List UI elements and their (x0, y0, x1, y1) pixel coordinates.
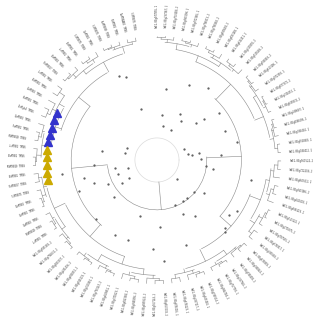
Text: PhMYB27 TRNS: PhMYB27 TRNS (9, 182, 27, 189)
Text: SmE1.00g624411.1: SmE1.00g624411.1 (232, 31, 249, 53)
Text: SmE1.00g180412.1: SmE1.00g180412.1 (289, 148, 313, 154)
Text: NtMYB1 TRNS: NtMYB1 TRNS (109, 18, 118, 35)
Text: SmE1.00g585288.2: SmE1.00g585288.2 (33, 240, 54, 258)
Text: PhMYB27 TRNS: PhMYB27 TRNS (42, 60, 58, 75)
Text: FaMYB1 TRNS: FaMYB1 TRNS (12, 124, 28, 132)
Text: SmE1.00g320252.1: SmE1.00g320252.1 (274, 87, 297, 101)
Text: SmE1.00g947466.2: SmE1.00g947466.2 (286, 186, 310, 195)
Text: LcMYB1 TRNS: LcMYB1 TRNS (57, 47, 71, 62)
Text: GhMYB2 TRNS: GhMYB2 TRNS (19, 208, 35, 218)
Text: SmE1.00g877372.2: SmE1.00g877372.2 (269, 78, 292, 93)
Text: SmE1.00g083337.1: SmE1.00g083337.1 (47, 253, 66, 274)
Text: SmE1.00g606429.1: SmE1.00g606429.1 (281, 204, 305, 216)
Text: SmE1.00g025402.1: SmE1.00g025402.1 (198, 285, 209, 309)
Text: SmE1.00g513122.1: SmE1.00g513122.1 (277, 212, 300, 226)
Text: SmE1.00g722439.2: SmE1.00g722439.2 (289, 168, 313, 174)
Text: SmE1.00g696599.2: SmE1.00g696599.2 (284, 117, 308, 127)
Text: NtMYB1 TRNS: NtMYB1 TRNS (9, 173, 26, 179)
Text: SmE1.00g016229.1: SmE1.00g016229.1 (72, 271, 88, 293)
Text: SmE1.00g793247.2: SmE1.00g793247.2 (90, 280, 104, 303)
Text: SmE1.00g561524.2: SmE1.00g561524.2 (289, 159, 313, 163)
Text: SmE1.00g399680.2: SmE1.00g399680.2 (257, 243, 278, 261)
Text: GhMYB2 TRNS: GhMYB2 TRNS (82, 30, 93, 46)
Text: SmE1.00g693168.1: SmE1.00g693168.1 (224, 26, 240, 48)
Text: SmE1.00g400052.2: SmE1.00g400052.2 (63, 266, 80, 287)
Text: SmE1.00g525589.2: SmE1.00g525589.2 (246, 45, 266, 65)
Text: SlMYB75 TRNS: SlMYB75 TRNS (11, 191, 29, 199)
Text: SmE1.00g459851.1: SmE1.00g459851.1 (100, 283, 112, 307)
Text: SmE1.00g319392.2: SmE1.00g319392.2 (239, 38, 258, 59)
Text: SmE1.00g876216.1: SmE1.00g876216.1 (171, 291, 178, 316)
Text: LcMYB1 TRNS: LcMYB1 TRNS (33, 232, 48, 245)
Text: SmE1.00g794631.2: SmE1.00g794631.2 (39, 247, 60, 266)
Text: LcMYB1 TRNS: LcMYB1 TRNS (9, 144, 25, 150)
Text: SmE1.00g798380.2: SmE1.00g798380.2 (208, 16, 221, 39)
Text: SmE1.00g753408.2: SmE1.00g753408.2 (173, 5, 180, 29)
Text: SmE1.00g351801.1: SmE1.00g351801.1 (81, 276, 96, 299)
Text: SmE1.00g508303.2: SmE1.00g508303.2 (253, 52, 273, 71)
Text: SmE1.00g669612.1: SmE1.00g669612.1 (288, 177, 312, 185)
Text: MdMYB10 TRNS: MdMYB10 TRNS (8, 134, 27, 141)
Text: SmE1.00g371023.1: SmE1.00g371023.1 (110, 286, 121, 310)
Text: SmE1.00g757750.1: SmE1.00g757750.1 (222, 273, 238, 296)
Text: SmE1.00g609588.2: SmE1.00g609588.2 (216, 20, 231, 44)
Text: SlMYB75 TRNS: SlMYB75 TRNS (90, 24, 101, 42)
Text: SlMYB75 TRNS: SlMYB75 TRNS (72, 34, 85, 51)
Text: LcMYB1 TRNS: LcMYB1 TRNS (36, 69, 52, 83)
Text: MdMYB10 TRNS: MdMYB10 TRNS (26, 225, 44, 237)
Text: SmE1.00g390202.1: SmE1.00g390202.1 (286, 127, 311, 136)
Text: SmE1.00g972365.1: SmE1.00g972365.1 (191, 9, 201, 33)
Text: GhMYB2 TRNS: GhMYB2 TRNS (26, 86, 42, 98)
Text: SmE1.00g796013.2: SmE1.00g796013.2 (200, 12, 212, 36)
Text: SmE1.00g281436.2: SmE1.00g281436.2 (54, 260, 73, 281)
Text: SlMYB75 TRNS: SlMYB75 TRNS (129, 12, 136, 30)
Text: SmE1.00g692384.2: SmE1.00g692384.2 (121, 289, 130, 313)
Text: SmE1.00g653233.2: SmE1.00g653233.2 (162, 292, 167, 316)
Text: BbMYB1 TRNS: BbMYB1 TRNS (8, 155, 25, 159)
Text: SmE1.00g200607.1: SmE1.00g200607.1 (281, 107, 305, 118)
Text: SmE1.00g271075.2: SmE1.00g271075.2 (273, 220, 296, 235)
Text: SmE1.00g946995.2: SmE1.00g946995.2 (131, 291, 139, 315)
Text: SmE1.00g972350.1: SmE1.00g972350.1 (264, 69, 286, 86)
Text: NtMYB1 TRNS: NtMYB1 TRNS (31, 78, 47, 90)
Text: DkMyb4 TRNS: DkMyb4 TRNS (17, 105, 34, 114)
Text: SmE1.00g967143.2: SmE1.00g967143.2 (153, 292, 157, 316)
Text: NtMYB1 TRNS: NtMYB1 TRNS (65, 41, 78, 56)
Text: SmE1.00g678959.1: SmE1.00g678959.1 (251, 250, 271, 269)
Text: SmE1.00g050883.1: SmE1.00g050883.1 (288, 138, 312, 145)
Text: SmE1.00g678123.1: SmE1.00g678123.1 (180, 290, 188, 314)
Text: SmE1.00g983290.1: SmE1.00g983290.1 (182, 6, 191, 31)
Text: BbMYB1 TRNS: BbMYB1 TRNS (50, 54, 64, 68)
Text: SmE1.00g451610.1: SmE1.00g451610.1 (284, 195, 308, 205)
Text: SmE1.00g635874.2: SmE1.00g635874.2 (278, 97, 301, 110)
Text: GbMYB2 TRNS: GbMYB2 TRNS (22, 217, 39, 228)
Text: SmE1.00g613106.1: SmE1.00g613106.1 (259, 60, 280, 78)
Text: SmE1.00g707505.2: SmE1.00g707505.2 (268, 228, 291, 244)
Text: SmE1.00g578817.1: SmE1.00g578817.1 (263, 236, 285, 253)
Text: GhMYB2 TRNS: GhMYB2 TRNS (14, 114, 31, 123)
Text: AtMYB90 TRNS: AtMYB90 TRNS (99, 20, 110, 38)
Text: BbMYB1 TRNS: BbMYB1 TRNS (21, 95, 38, 106)
Text: SmE1.00g984704.2: SmE1.00g984704.2 (214, 277, 229, 301)
Text: SmE1.00g337945.2: SmE1.00g337945.2 (230, 268, 247, 290)
Text: SmE1.00g190493.2: SmE1.00g190493.2 (238, 262, 256, 284)
Text: SmE1.00g077055.1: SmE1.00g077055.1 (155, 4, 159, 28)
Text: SmE1.00g190514.2: SmE1.00g190514.2 (206, 281, 219, 305)
Text: SmE1.00g390843.2: SmE1.00g390843.2 (245, 256, 264, 277)
Text: SmE1.00g297367.1: SmE1.00g297367.1 (164, 4, 170, 28)
Text: GhMYB2 TRNS: GhMYB2 TRNS (15, 200, 32, 209)
Text: MdMYB10 TRNS: MdMYB10 TRNS (7, 164, 25, 169)
Text: SmE1.00g895024.2: SmE1.00g895024.2 (142, 292, 148, 316)
Text: SmE1.00g397117.2: SmE1.00g397117.2 (189, 287, 199, 312)
Text: AnMYBAN2 TRNS: AnMYBAN2 TRNS (118, 12, 127, 32)
